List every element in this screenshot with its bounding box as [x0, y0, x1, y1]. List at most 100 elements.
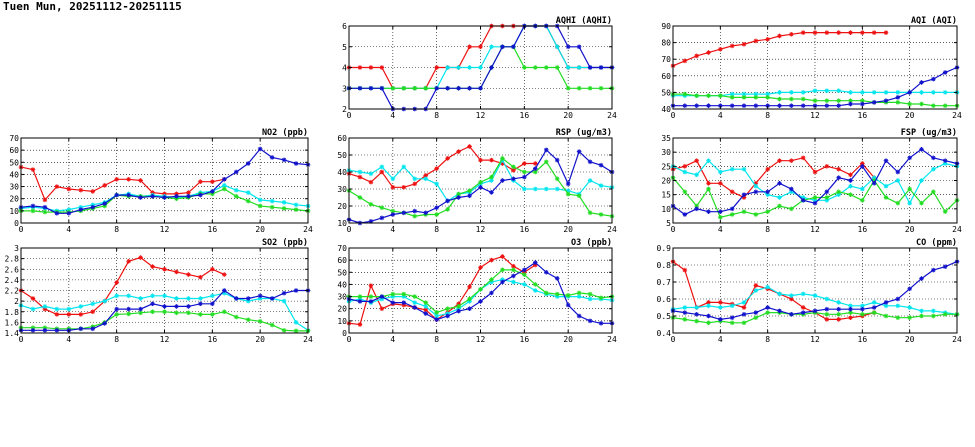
data-point-blue	[848, 101, 853, 107]
data-point-cyan	[102, 298, 108, 304]
data-point-red	[357, 174, 363, 180]
data-point-blue	[598, 65, 604, 70]
data-point-green	[445, 306, 450, 312]
data-point-green	[706, 186, 711, 192]
data-point-blue	[293, 161, 299, 166]
data-point-green	[824, 98, 830, 103]
data-point-blue	[456, 85, 461, 91]
data-point-cyan	[931, 90, 936, 95]
data-point-blue	[293, 288, 299, 293]
y-tick-label: 1.8	[5, 308, 20, 317]
data-point-cyan	[895, 303, 901, 309]
x-tick-label: 20	[905, 111, 915, 120]
data-point-green	[390, 85, 396, 91]
data-point-red	[221, 272, 227, 277]
data-point-blue	[42, 204, 48, 210]
data-point-blue	[390, 300, 396, 305]
data-point-red	[114, 176, 119, 182]
data-point-blue	[741, 103, 747, 108]
data-point-blue	[423, 311, 429, 316]
data-point-green	[42, 209, 48, 215]
x-tick-label: 0	[347, 111, 352, 120]
data-point-green	[765, 95, 770, 100]
data-point-green	[729, 212, 735, 217]
data-point-green	[565, 293, 571, 298]
data-point-red	[401, 185, 407, 190]
data-point-blue	[445, 313, 450, 319]
data-point-cyan	[836, 300, 841, 305]
data-point-cyan	[729, 303, 735, 309]
series-line-red	[348, 145, 536, 188]
data-point-cyan	[860, 186, 865, 192]
x-tick-label: 12	[810, 335, 820, 344]
data-point-cyan	[293, 202, 299, 208]
data-point-blue	[576, 313, 582, 319]
data-point-green	[753, 315, 759, 320]
data-point-cyan	[694, 172, 699, 178]
data-point-blue	[522, 174, 527, 180]
data-point-cyan	[368, 171, 374, 176]
data-point-green	[931, 189, 936, 195]
data-point-cyan	[478, 65, 483, 70]
data-point-green	[860, 312, 865, 317]
data-point-blue	[401, 300, 407, 305]
data-point-blue	[800, 310, 806, 315]
x-tick-label: 20	[255, 335, 265, 344]
data-point-blue	[753, 103, 759, 108]
data-point-red	[379, 306, 385, 312]
data-point-green	[233, 193, 239, 199]
data-point-blue	[269, 155, 275, 160]
data-point-blue	[777, 308, 782, 314]
data-point-green	[489, 174, 494, 180]
data-point-red	[126, 176, 131, 182]
chart-title: AQHI (AQHI)	[556, 16, 612, 26]
data-point-blue	[598, 320, 604, 326]
y-tick-label: 60	[337, 134, 347, 143]
data-point-red	[379, 65, 385, 70]
data-point-cyan	[907, 305, 912, 310]
data-point-green	[390, 208, 396, 214]
data-point-cyan	[54, 306, 60, 312]
data-point-red	[66, 186, 72, 192]
data-point-green	[554, 291, 560, 297]
data-point-blue	[598, 162, 604, 168]
data-point-red	[102, 183, 108, 188]
x-tick-label: 12	[810, 225, 820, 234]
data-point-blue	[765, 305, 770, 310]
data-point-blue	[883, 300, 889, 305]
data-point-blue	[543, 269, 549, 275]
y-tick-label: 60	[661, 72, 671, 81]
data-point-blue	[489, 65, 494, 70]
y-tick-label: 20	[9, 195, 19, 204]
data-point-red	[90, 309, 96, 315]
y-tick-label: 80	[661, 39, 671, 48]
x-tick-label: 8	[765, 111, 770, 120]
data-point-green	[434, 310, 439, 315]
data-point-blue	[682, 103, 688, 108]
data-point-blue	[66, 210, 72, 216]
x-tick-label: 8	[434, 335, 439, 344]
data-point-green	[587, 291, 593, 297]
y-tick-label: 15	[661, 191, 671, 200]
chart-title: AQI (AQI)	[911, 16, 957, 26]
data-point-blue	[434, 85, 439, 91]
data-point-blue	[233, 296, 239, 301]
data-point-red	[741, 305, 747, 310]
data-point-green	[895, 315, 901, 320]
data-point-blue	[919, 276, 924, 281]
y-tick-label: 30	[337, 185, 347, 194]
data-point-red	[800, 30, 806, 35]
data-point-red	[729, 43, 735, 49]
data-point-cyan	[706, 158, 711, 163]
y-tick-label: 50	[661, 88, 671, 97]
data-point-blue	[565, 302, 571, 308]
data-point-green	[30, 208, 36, 214]
data-point-blue	[150, 301, 155, 307]
data-point-blue	[456, 308, 461, 314]
data-point-red	[836, 317, 841, 322]
data-point-blue	[186, 304, 191, 309]
data-point-cyan	[281, 200, 287, 205]
data-point-blue	[412, 208, 418, 214]
data-point-cyan	[390, 176, 396, 182]
x-tick-label: 24	[303, 225, 313, 234]
